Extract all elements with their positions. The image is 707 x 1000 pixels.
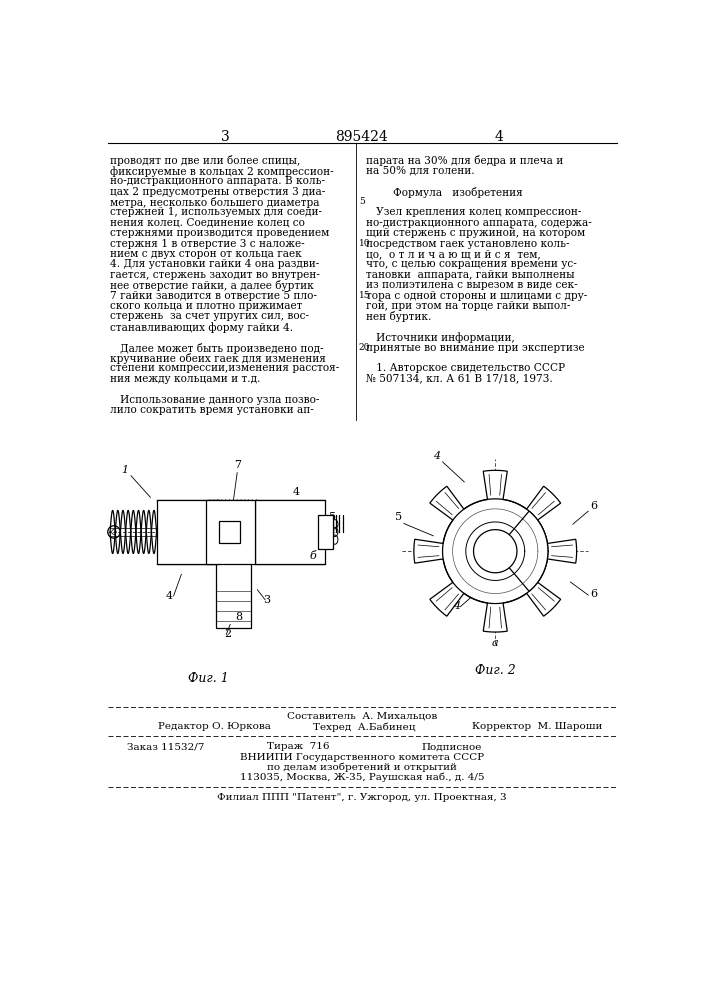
Text: Корректор  М. Шароши: Корректор М. Шароши bbox=[472, 722, 602, 731]
Text: тановки  аппарата, гайки выполнены: тановки аппарата, гайки выполнены bbox=[366, 270, 575, 280]
Text: станавливающих форму гайки 4.: станавливающих форму гайки 4. bbox=[110, 322, 293, 333]
Text: гается, стержень заходит во внутрен-: гается, стержень заходит во внутрен- bbox=[110, 270, 320, 280]
Text: 15: 15 bbox=[359, 291, 370, 300]
Text: Тираж  716: Тираж 716 bbox=[267, 742, 329, 751]
Bar bbox=[317, 515, 333, 549]
Text: по делам изобретений и открытий: по делам изобретений и открытий bbox=[267, 763, 457, 772]
Text: стержень  за счет упругих сил, вос-: стержень за счет упругих сил, вос- bbox=[110, 311, 309, 321]
Text: нен буртик.: нен буртик. bbox=[366, 311, 431, 322]
Text: из полиэтилена с вырезом в виде сек-: из полиэтилена с вырезом в виде сек- bbox=[366, 280, 578, 290]
Text: посредством гаек установлено коль-: посредством гаек установлено коль- bbox=[366, 239, 569, 249]
Text: 1. Авторское свидетельство СССР: 1. Авторское свидетельство СССР bbox=[366, 363, 565, 373]
Text: щий стержень с пружиной, на котором: щий стержень с пружиной, на котором bbox=[366, 228, 585, 238]
Text: нения колец. Соединение колец со: нения колец. Соединение колец со bbox=[110, 218, 305, 228]
Text: стержнями производится проведением: стержнями производится проведением bbox=[110, 228, 329, 238]
Text: 7 гайки заводится в отверстие 5 пло-: 7 гайки заводится в отверстие 5 пло- bbox=[110, 291, 317, 301]
Text: ния между кольцами и т.д.: ния между кольцами и т.д. bbox=[110, 374, 260, 384]
Bar bbox=[206, 500, 255, 564]
Text: Техред  А.Бабинец: Техред А.Бабинец bbox=[313, 722, 416, 732]
Text: Филиал ППП "Патент", г. Ужгород, ул. Проектная, 3: Филиал ППП "Патент", г. Ужгород, ул. Про… bbox=[217, 793, 507, 802]
Text: Источники информации,: Источники информации, bbox=[366, 332, 515, 343]
Text: 4: 4 bbox=[452, 601, 460, 611]
Text: Фиг. 1: Фиг. 1 bbox=[188, 672, 229, 685]
Text: 1: 1 bbox=[121, 465, 128, 475]
Text: Использование данного узла позво-: Использование данного узла позво- bbox=[110, 395, 320, 405]
Text: 3: 3 bbox=[263, 595, 270, 605]
Text: Заказ 11532/7: Заказ 11532/7 bbox=[127, 742, 204, 751]
Text: 7: 7 bbox=[234, 460, 241, 470]
Text: б: б bbox=[309, 551, 316, 561]
Text: лило сократить время установки ап-: лило сократить время установки ап- bbox=[110, 405, 314, 415]
Text: кручивание обеих гаек для изменения: кручивание обеих гаек для изменения bbox=[110, 353, 326, 364]
Bar bbox=[255, 500, 325, 564]
Text: Фиг. 2: Фиг. 2 bbox=[475, 664, 515, 677]
Text: цах 2 предусмотрены отверстия 3 диа-: цах 2 предусмотрены отверстия 3 диа- bbox=[110, 187, 325, 197]
Text: Узел крепления колец компрессион-: Узел крепления колец компрессион- bbox=[366, 207, 581, 217]
Text: парата на 30% для бедра и плеча и: парата на 30% для бедра и плеча и bbox=[366, 155, 563, 166]
Text: метра, несколько большего диаметра: метра, несколько большего диаметра bbox=[110, 197, 320, 208]
Polygon shape bbox=[474, 530, 517, 573]
Text: № 507134, кл. А 61 В 17/18, 1973.: № 507134, кл. А 61 В 17/18, 1973. bbox=[366, 374, 553, 384]
Text: Далее может быть произведено под-: Далее может быть произведено под- bbox=[110, 343, 324, 354]
Text: Составитель  А. Михальцов: Составитель А. Михальцов bbox=[287, 711, 437, 720]
Text: стержней 1, используемых для соеди-: стержней 1, используемых для соеди- bbox=[110, 207, 322, 217]
Text: 3: 3 bbox=[221, 130, 230, 144]
Text: 6: 6 bbox=[590, 589, 597, 599]
Text: а: а bbox=[491, 638, 498, 648]
Text: ВНИИПИ Государственного комитета СССР: ВНИИПИ Государственного комитета СССР bbox=[240, 753, 484, 762]
Text: 4. Для установки гайки 4 она раздви-: 4. Для установки гайки 4 она раздви- bbox=[110, 259, 320, 269]
Text: 4: 4 bbox=[495, 130, 503, 144]
Text: 5: 5 bbox=[359, 197, 365, 206]
Text: Редактор О. Юркова: Редактор О. Юркова bbox=[158, 722, 271, 731]
Text: фиксируемые в кольцах 2 компрессион-: фиксируемые в кольцах 2 компрессион- bbox=[110, 166, 334, 177]
Text: 2: 2 bbox=[224, 629, 231, 639]
Text: нием с двух сторон от кольца гаек: нием с двух сторон от кольца гаек bbox=[110, 249, 302, 259]
Text: ского кольца и плотно прижимает: ского кольца и плотно прижимает bbox=[110, 301, 303, 311]
Text: 20: 20 bbox=[359, 343, 370, 352]
Text: проводят по две или более спицы,: проводят по две или более спицы, bbox=[110, 155, 300, 166]
Text: но-дистракционного аппарата. В коль-: но-дистракционного аппарата. В коль- bbox=[110, 176, 325, 186]
Text: 4: 4 bbox=[433, 451, 440, 461]
Polygon shape bbox=[414, 470, 577, 632]
Text: но-дистракционного аппарата, содержа-: но-дистракционного аппарата, содержа- bbox=[366, 218, 592, 228]
Text: Подписное: Подписное bbox=[421, 742, 482, 751]
Text: принятые во внимание при экспертизе: принятые во внимание при экспертизе bbox=[366, 343, 585, 353]
Text: 8: 8 bbox=[235, 612, 243, 622]
Text: 4: 4 bbox=[166, 591, 173, 601]
Text: стержня 1 в отверстие 3 с наложе-: стержня 1 в отверстие 3 с наложе- bbox=[110, 239, 305, 249]
Text: что, с целью сокращения времени ус-: что, с целью сокращения времени ус- bbox=[366, 259, 577, 269]
Text: на 50% для голени.: на 50% для голени. bbox=[366, 166, 474, 176]
Text: 10: 10 bbox=[359, 239, 370, 248]
Text: нее отверстие гайки, а далее буртик: нее отверстие гайки, а далее буртик bbox=[110, 280, 314, 291]
Bar bbox=[156, 500, 218, 564]
Text: 5: 5 bbox=[395, 512, 402, 522]
Text: 895424: 895424 bbox=[336, 130, 388, 144]
Bar bbox=[216, 500, 251, 628]
Polygon shape bbox=[495, 511, 548, 591]
Text: гой, при этом на торце гайки выпол-: гой, при этом на торце гайки выпол- bbox=[366, 301, 571, 311]
Bar bbox=[218, 521, 240, 543]
Text: тора с одной стороны и шлицами с дру-: тора с одной стороны и шлицами с дру- bbox=[366, 291, 587, 301]
Text: степени компрессии,изменения расстоя-: степени компрессии,изменения расстоя- bbox=[110, 363, 339, 373]
Text: 113035, Москва, Ж-35, Раушская наб., д. 4/5: 113035, Москва, Ж-35, Раушская наб., д. … bbox=[240, 773, 484, 782]
Text: 4: 4 bbox=[292, 487, 299, 497]
Text: 6: 6 bbox=[590, 501, 597, 511]
Text: Формула   изобретения: Формула изобретения bbox=[366, 187, 522, 198]
Text: 5: 5 bbox=[329, 512, 336, 522]
Text: цо,  о т л и ч а ю щ и й с я  тем,: цо, о т л и ч а ю щ и й с я тем, bbox=[366, 249, 541, 259]
